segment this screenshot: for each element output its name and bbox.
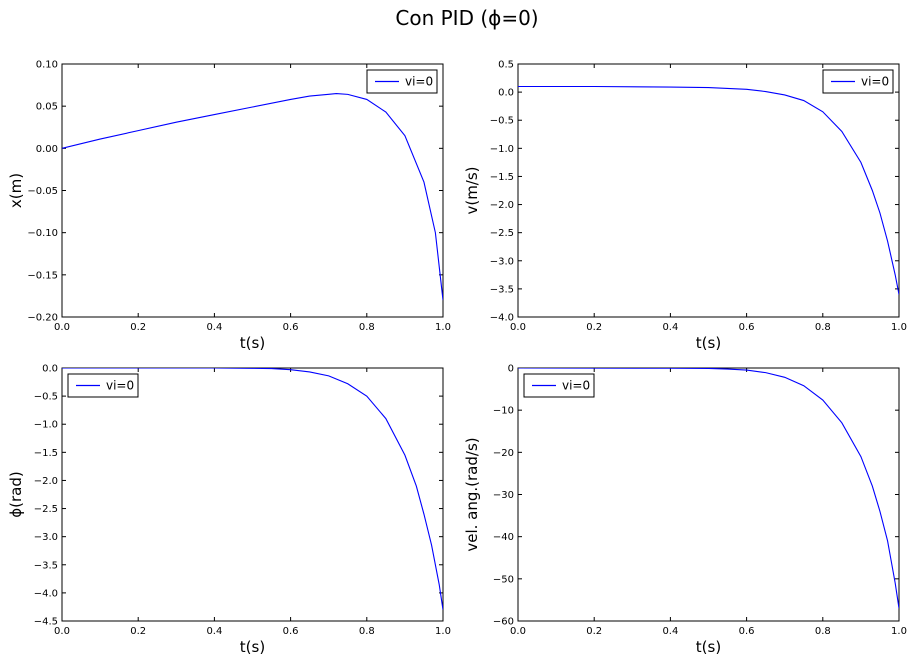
x-tick-label: 0.0 xyxy=(54,626,70,637)
legend-box xyxy=(366,69,438,94)
legend-box xyxy=(523,373,595,398)
x-axis-label: t(s) xyxy=(240,334,265,352)
y-tick-label: −1.5 xyxy=(490,172,514,183)
x-tick-label: 0.6 xyxy=(283,322,299,333)
y-tick-label: −1.0 xyxy=(34,420,58,431)
y-tick-label: −20 xyxy=(493,448,514,459)
x-tick-label: 0.4 xyxy=(206,626,222,637)
y-tick-label: −2.5 xyxy=(490,228,514,239)
y-tick-label: 0.0 xyxy=(42,364,58,375)
x-tick-label: 1.0 xyxy=(435,626,451,637)
x-tick-label: 1.0 xyxy=(891,322,907,333)
x-tick-label: 0.6 xyxy=(283,626,299,637)
x-tick-label: 0.4 xyxy=(206,322,222,333)
x-tick-label: 0.2 xyxy=(130,322,146,333)
legend-box xyxy=(67,373,139,398)
x-axis-label: t(s) xyxy=(696,638,721,656)
y-axis-label: x(m) xyxy=(7,173,25,208)
x-tick-label: 0.6 xyxy=(739,322,755,333)
legend-label: vi=0 xyxy=(861,75,889,89)
legend-label: vi=0 xyxy=(405,75,433,89)
x-tick-label: 0.2 xyxy=(130,626,146,637)
y-tick-label: −3.5 xyxy=(490,284,514,295)
y-tick-label: −0.10 xyxy=(27,228,58,239)
x-tick-label: 0.4 xyxy=(662,626,678,637)
x-axis-label: t(s) xyxy=(696,334,721,352)
x-axis-label: t(s) xyxy=(240,638,265,656)
legend-label: vi=0 xyxy=(562,379,590,393)
y-tick-label: −0.5 xyxy=(490,116,514,127)
x-tick-label: 0.0 xyxy=(54,322,70,333)
y-tick-label: −50 xyxy=(493,574,514,585)
y-tick-label: −3.5 xyxy=(34,560,58,571)
series-line xyxy=(518,85,899,295)
y-tick-label: −2.0 xyxy=(34,476,58,487)
plot-frame xyxy=(61,367,444,622)
x-tick-label: 0.8 xyxy=(815,322,831,333)
plot-frame xyxy=(61,63,444,318)
x-tick-label: 0.8 xyxy=(359,322,375,333)
x-tick-label: 0.8 xyxy=(359,626,375,637)
x-tick-label: 0.2 xyxy=(586,322,602,333)
x-tick-label: 0.2 xyxy=(586,626,602,637)
y-tick-label: −4.0 xyxy=(34,588,58,599)
x-tick-label: 1.0 xyxy=(891,626,907,637)
y-tick-label: −0.20 xyxy=(27,313,58,324)
y-tick-label: −30 xyxy=(493,490,514,501)
legend: vi=0 xyxy=(366,69,438,94)
x-tick-label: 0.6 xyxy=(739,626,755,637)
y-tick-label: 0.10 xyxy=(36,60,58,71)
series-line xyxy=(62,92,443,301)
y-tick-label: −4.0 xyxy=(490,313,514,324)
x-tick-label: 0.8 xyxy=(815,626,831,637)
y-tick-label: −0.05 xyxy=(27,186,58,197)
subplots-container: 0.0 0.2 0.4 0.6 0.8 1.00.100.050.00−0.05−0.10… xyxy=(7,60,907,657)
legend: vi=0 xyxy=(523,373,595,398)
x-tick-label: 0.4 xyxy=(662,322,678,333)
y-tick-label: −2.0 xyxy=(490,200,514,211)
figure-title: Con PID (ϕ=0) xyxy=(395,6,538,30)
y-tick-label: −3.0 xyxy=(34,532,58,543)
y-tick-label: −4.5 xyxy=(34,617,58,628)
x-tick-label: 1.0 xyxy=(435,322,451,333)
legend-box xyxy=(822,69,894,94)
y-tick-label: −1.0 xyxy=(490,144,514,155)
legend: vi=0 xyxy=(67,373,139,398)
subplot-3: 0.0 0.2 0.4 0.6 0.8 1.0 0.0 −0.5 −1.0 −1.5 −2.0 −2.… xyxy=(7,364,451,657)
y-tick-label: −40 xyxy=(493,532,514,543)
y-tick-label: 0.00 xyxy=(36,144,58,155)
x-tick-label: 0.0 xyxy=(510,322,526,333)
y-tick-label: −10 xyxy=(493,406,514,417)
subplot-1: 0.0 0.2 0.4 0.6 0.8 1.0 0.10 0.05 0.00 −0.05 −0.10… xyxy=(7,60,451,353)
plot-frame xyxy=(517,367,900,622)
y-tick-label: −0.5 xyxy=(34,392,58,403)
y-tick-label: 0.05 xyxy=(36,102,58,113)
y-tick-label: −60 xyxy=(493,617,514,628)
y-axis-label: ϕ(rad) xyxy=(7,471,25,517)
y-tick-label: 0.0 xyxy=(498,88,514,99)
y-tick-label: −3.0 xyxy=(490,256,514,267)
y-tick-label: −2.5 xyxy=(34,504,58,515)
x-tick-label: 0.0 xyxy=(510,626,526,637)
legend-label: vi=0 xyxy=(106,379,134,393)
y-tick-label: 0.5 xyxy=(498,60,514,71)
y-tick-label: −1.5 xyxy=(34,448,58,459)
legend: vi=0 xyxy=(822,69,894,94)
series-line xyxy=(62,368,443,610)
subplot-4: 0.0 0.2 0.4 0.6 0.8 1.0 0 −10 −20 −30 −40 −50 −60 t(s… xyxy=(463,364,907,657)
plot-frame xyxy=(517,63,900,318)
y-axis-label: v(m/s) xyxy=(463,166,481,214)
series-line xyxy=(518,368,899,609)
y-tick-label: 0 xyxy=(508,364,514,375)
y-tick-label: −0.15 xyxy=(27,270,58,281)
subplot-2: 0.0 0.2 0.4 0.6 0.8 1.0 0.5 0.0 −0.5 −1.0 −1.5 −2.0… xyxy=(463,60,907,353)
y-axis-label: vel. ang.(rad/s) xyxy=(463,437,481,551)
